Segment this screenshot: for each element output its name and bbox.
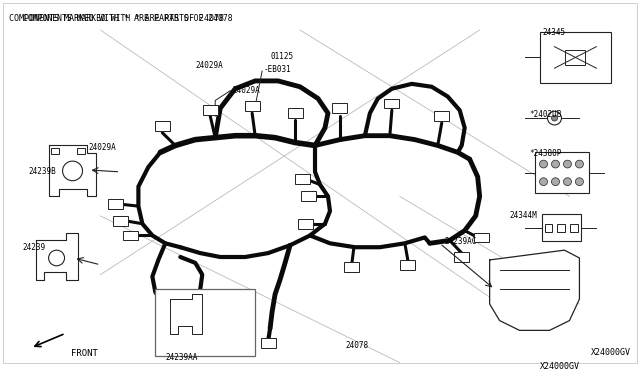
Text: COMPONENTS MARKED WITH * ARE PARTS OF 24078: COMPONENTS MARKED WITH * ARE PARTS OF 24…	[9, 15, 223, 23]
Bar	[156, 289, 255, 356]
Bar	[344, 262, 360, 272]
Bar	[385, 99, 399, 108]
Bar	[77, 148, 84, 154]
Bar	[570, 224, 579, 231]
Circle shape	[63, 161, 83, 181]
Text: 24239AC: 24239AC	[445, 237, 477, 246]
Text: COMPONENTS MARKED WITH * ARE PARTS OF 24078: COMPONENTS MARKED WITH * ARE PARTS OF 24…	[22, 15, 232, 23]
Bar	[51, 148, 59, 154]
Bar	[123, 231, 138, 240]
Circle shape	[540, 160, 547, 168]
Bar	[301, 192, 316, 201]
Bar	[155, 121, 170, 131]
Text: X24000GV: X24000GV	[540, 362, 580, 371]
Text: 24239: 24239	[22, 243, 46, 252]
Bar	[566, 49, 586, 65]
Circle shape	[563, 178, 572, 186]
Text: 24029A: 24029A	[88, 142, 116, 151]
Circle shape	[547, 111, 561, 125]
Text: 24345: 24345	[543, 28, 566, 37]
Text: 24078: 24078	[345, 341, 368, 350]
Text: 24344M: 24344M	[509, 211, 538, 220]
Bar	[545, 224, 552, 231]
Bar	[108, 199, 123, 209]
Bar	[474, 232, 489, 242]
Bar	[203, 105, 218, 115]
Circle shape	[552, 178, 559, 186]
Circle shape	[563, 160, 572, 168]
Bar	[401, 260, 415, 270]
Bar	[260, 338, 276, 348]
Circle shape	[540, 178, 547, 186]
Bar	[287, 108, 303, 118]
Text: 24239AA: 24239AA	[165, 353, 198, 362]
Text: 24029A: 24029A	[195, 61, 223, 70]
Text: FRONT: FRONT	[70, 349, 97, 358]
Bar	[454, 252, 469, 262]
Bar	[294, 174, 310, 184]
Text: 24239B: 24239B	[29, 167, 56, 176]
Bar	[332, 103, 348, 113]
Bar	[557, 224, 566, 231]
Text: *2402UB: *2402UB	[529, 110, 562, 119]
Bar	[541, 214, 581, 241]
Bar	[435, 111, 449, 121]
Bar	[113, 216, 128, 226]
Circle shape	[575, 160, 584, 168]
Circle shape	[575, 178, 584, 186]
Text: X24000GV: X24000GV	[591, 348, 631, 357]
Text: -EB031: -EB031	[264, 65, 292, 74]
Bar	[244, 102, 260, 111]
Circle shape	[552, 115, 557, 121]
Bar	[540, 32, 611, 83]
Circle shape	[552, 160, 559, 168]
Text: *24380P: *24380P	[529, 150, 562, 158]
Text: 24029A: 24029A	[232, 86, 260, 95]
Bar	[534, 152, 589, 193]
Bar	[298, 219, 312, 229]
Circle shape	[49, 250, 65, 266]
Text: 01125: 01125	[270, 52, 293, 61]
Polygon shape	[490, 250, 579, 330]
